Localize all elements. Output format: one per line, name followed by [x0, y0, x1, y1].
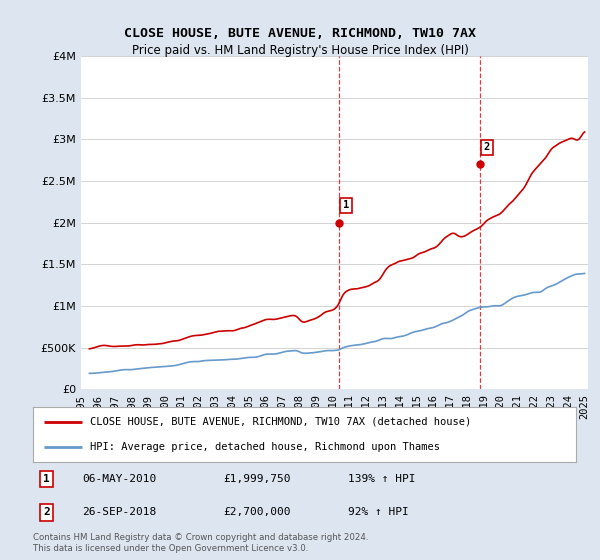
Text: CLOSE HOUSE, BUTE AVENUE, RICHMOND, TW10 7AX: CLOSE HOUSE, BUTE AVENUE, RICHMOND, TW10… — [124, 27, 476, 40]
Text: 1: 1 — [43, 474, 50, 484]
Text: 26-SEP-2018: 26-SEP-2018 — [82, 507, 156, 517]
Text: £2,700,000: £2,700,000 — [223, 507, 290, 517]
Text: HPI: Average price, detached house, Richmond upon Thames: HPI: Average price, detached house, Rich… — [90, 442, 440, 452]
Text: 1: 1 — [343, 200, 349, 211]
Text: 2: 2 — [484, 142, 490, 152]
Text: 92% ↑ HPI: 92% ↑ HPI — [348, 507, 409, 517]
Text: Price paid vs. HM Land Registry's House Price Index (HPI): Price paid vs. HM Land Registry's House … — [131, 44, 469, 57]
Text: CLOSE HOUSE, BUTE AVENUE, RICHMOND, TW10 7AX (detached house): CLOSE HOUSE, BUTE AVENUE, RICHMOND, TW10… — [90, 417, 471, 427]
Text: 139% ↑ HPI: 139% ↑ HPI — [348, 474, 415, 484]
Text: 2: 2 — [43, 507, 50, 517]
Text: Contains HM Land Registry data © Crown copyright and database right 2024.
This d: Contains HM Land Registry data © Crown c… — [33, 533, 368, 553]
Text: £1,999,750: £1,999,750 — [223, 474, 290, 484]
Text: 06-MAY-2010: 06-MAY-2010 — [82, 474, 156, 484]
